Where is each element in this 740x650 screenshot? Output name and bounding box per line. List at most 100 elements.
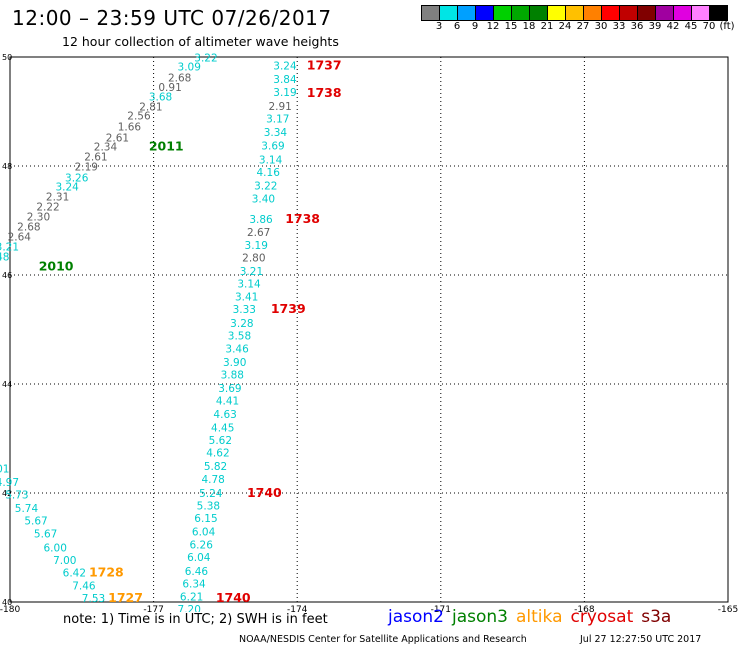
- y-tick-label: 42: [2, 489, 12, 498]
- wave-height-value: 3.28: [230, 318, 253, 330]
- legend-label: (ft): [719, 21, 735, 32]
- wave-height-value: 3.09: [178, 62, 201, 74]
- wave-height-value: 6.21: [180, 591, 203, 603]
- generation-timestamp: Jul 27 12:27:50 UTC 2017: [580, 634, 702, 645]
- wave-height-value: 3.69: [261, 141, 284, 153]
- wave-height-value: 3.34: [264, 127, 288, 139]
- pass-time-label: 1738: [307, 85, 342, 100]
- satellite-legend: jason2 jason3 altika cryosat s3a: [388, 607, 679, 627]
- legend-swatch: [584, 6, 602, 20]
- wave-height-value: 4.62: [206, 447, 229, 459]
- wave-height-value: 6.26: [190, 540, 214, 552]
- wave-height-value: 2.31: [46, 191, 69, 203]
- satellite-s3a: s3a: [641, 607, 672, 627]
- wave-height-value: 3.21: [240, 266, 263, 278]
- wave-height-value: 2.68: [17, 221, 40, 233]
- legend-swatch: [638, 6, 656, 20]
- wave-height-value: 2.61: [106, 132, 129, 144]
- wave-height-value: 4.45: [211, 422, 234, 434]
- wave-height-value: 2.61: [84, 152, 107, 164]
- wave-height-value: 3.19: [245, 240, 268, 252]
- credit-line: NOAA/NESDIS Center for Satellite Applica…: [239, 634, 527, 645]
- legend-swatch: [548, 6, 566, 20]
- page-subtitle: 12 hour collection of altimeter wave hei…: [62, 34, 339, 49]
- satellite-cryosat: cryosat: [570, 607, 634, 627]
- legend-label: 39: [648, 21, 662, 32]
- wave-height-value: 4.97: [0, 477, 19, 489]
- wave-height-value: 7.00: [53, 555, 76, 567]
- wave-height-value: 3.46: [225, 343, 249, 355]
- x-tick-label: -168: [574, 605, 595, 612]
- pass-time-label: 1740: [216, 590, 251, 605]
- wave-height-value: 2.67: [247, 227, 270, 239]
- page-title: 12:00 – 23:59 UTC 07/26/2017: [12, 6, 332, 30]
- wave-height-value: 2.81: [139, 101, 162, 113]
- pass-time-label: 1738: [285, 211, 320, 226]
- pass-time-label: 1740: [247, 485, 282, 500]
- wave-height-value: 3.90: [223, 357, 246, 369]
- legend-swatch: [494, 6, 512, 20]
- x-tick-label: -171: [431, 605, 451, 612]
- x-tick-label: -180: [0, 605, 20, 612]
- legend-label: 24: [558, 21, 572, 32]
- wave-height-value: 4.78: [201, 474, 224, 486]
- wave-height-value: 2.56: [127, 111, 151, 123]
- legend-label: 27: [576, 21, 590, 32]
- wave-height-value: 5.38: [197, 500, 220, 512]
- legend-swatch: [512, 6, 530, 20]
- pass-time-label: 1739: [271, 301, 306, 316]
- legend-label: 15: [504, 21, 518, 32]
- legend-swatch: [422, 6, 440, 20]
- pass-time-label: 2010: [39, 259, 74, 274]
- y-tick-label: 40: [2, 598, 12, 607]
- legend-label: 12: [486, 21, 500, 32]
- wave-height-value: 3.88: [221, 370, 244, 382]
- pass-time-label: 1728: [89, 564, 124, 579]
- wave-height-value: 4.16: [257, 167, 281, 179]
- y-tick-label: 50: [2, 53, 12, 62]
- wave-height-value: 6.04: [192, 527, 216, 539]
- wave-height-value: 4.63: [213, 409, 236, 421]
- wave-height-value: 3.19: [273, 87, 296, 99]
- legend-swatch: [620, 6, 638, 20]
- wave-height-value: 2.68: [168, 73, 191, 85]
- wave-height-value: 3.22: [254, 180, 277, 192]
- wave-height-value: 3.26: [65, 172, 89, 184]
- wave-height-value: 7.46: [72, 580, 96, 592]
- legend-swatch: [440, 6, 458, 20]
- legend-swatch: [476, 6, 494, 20]
- pass-time-label: 2011: [149, 139, 184, 154]
- wave-height-value: 3.86: [249, 214, 273, 226]
- legend-swatch: [458, 6, 476, 20]
- wave-height-value: 6.34: [182, 578, 206, 590]
- wave-height-value: 3.40: [252, 194, 275, 206]
- legend-label: 42: [666, 21, 680, 32]
- legend-label: 36: [630, 21, 644, 32]
- wave-height-value: 3.24: [55, 182, 79, 194]
- y-tick-label: 44: [2, 380, 12, 389]
- pass-time-label: 1737: [307, 58, 342, 73]
- legend-label: 21: [540, 21, 554, 32]
- wave-height-value: 1.66: [118, 122, 142, 134]
- color-scale-labels: 3 6 9 12 15 18 21 24 27 30 33 36 39 42 45 70 (ft): [421, 21, 740, 33]
- legend-swatch: [710, 6, 727, 20]
- wave-height-value: 3.14: [237, 279, 261, 291]
- legend-label: 9: [471, 21, 479, 32]
- wave-height-value: 2.22: [36, 202, 59, 214]
- x-tick-label: -177: [143, 605, 163, 612]
- legend-label: 18: [522, 21, 536, 32]
- legend-label: 6: [453, 21, 461, 32]
- wave-height-value: 5.67: [24, 516, 47, 528]
- wave-height-value: 5.24: [199, 488, 223, 500]
- legend-label: 70: [702, 21, 716, 32]
- legend-swatch: [602, 6, 620, 20]
- wave-height-value: 2.80: [242, 252, 265, 264]
- wave-height-value: 5.62: [209, 435, 232, 447]
- wave-height-value: 2.34: [94, 142, 118, 154]
- wave-height-value: 3.17: [266, 113, 289, 125]
- wave-height-value: 6.46: [185, 566, 209, 578]
- wave-height-value: 3.48: [0, 251, 9, 263]
- wave-height-value: 6.00: [44, 542, 67, 554]
- wave-height-value: 3.68: [149, 92, 172, 104]
- wave-height-value: 2.64: [8, 232, 32, 244]
